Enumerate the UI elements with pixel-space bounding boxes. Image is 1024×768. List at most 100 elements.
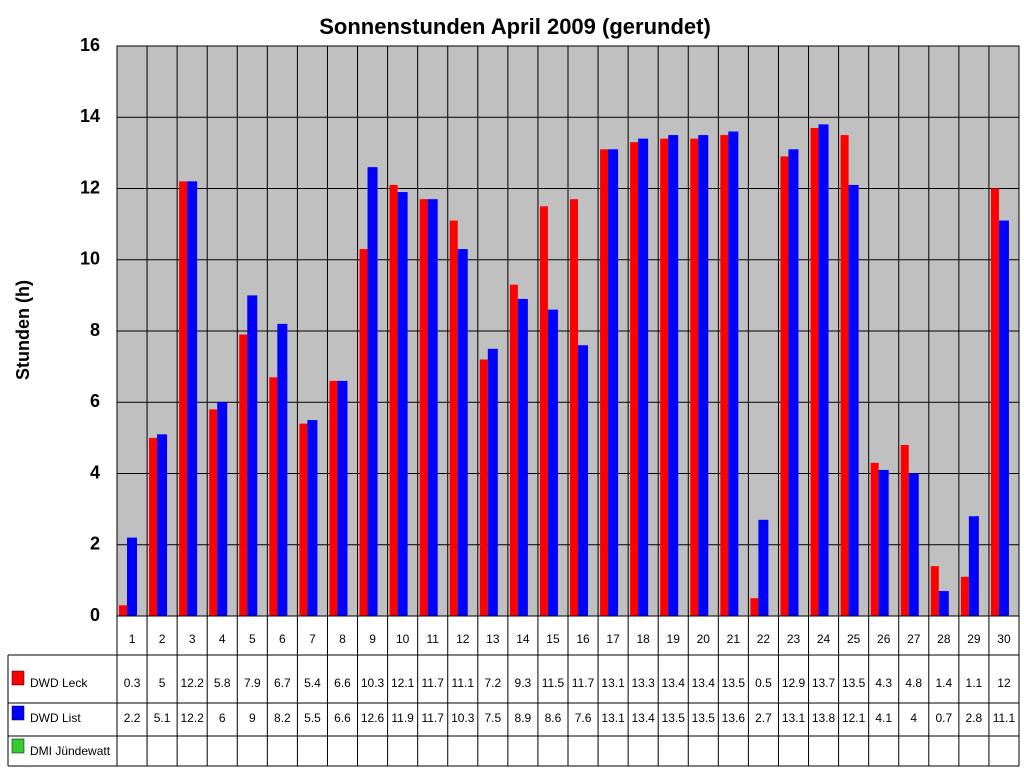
table-value: 11.5 (542, 676, 565, 690)
table-value: 12.9 (782, 676, 806, 690)
x-tick-label: 30 (997, 632, 1011, 646)
table-value: 13.4 (631, 711, 655, 725)
table-value: 11.9 (391, 711, 414, 725)
bar (750, 598, 759, 616)
table-value: 4.8 (905, 676, 922, 690)
x-tick-label: 7 (309, 632, 316, 646)
bar (570, 199, 578, 616)
y-tick-label: 8 (90, 320, 100, 340)
bar (788, 149, 799, 616)
bar (878, 469, 889, 616)
table-value: 12.1 (842, 711, 866, 725)
table-value: 12.2 (180, 676, 204, 690)
table-value: 0.5 (755, 676, 772, 690)
x-tick-label: 22 (757, 632, 771, 646)
x-tick-label: 1 (129, 632, 136, 646)
bar (127, 537, 137, 616)
bar (908, 473, 919, 616)
bar (600, 149, 609, 616)
table-value: 6.7 (274, 676, 291, 690)
bar (509, 284, 518, 616)
table-value: 13.1 (601, 711, 625, 725)
table-value: 10.3 (361, 676, 385, 690)
table-value: 5 (159, 676, 166, 690)
bar (449, 220, 458, 616)
bar (277, 323, 288, 616)
bar (668, 135, 679, 616)
bar (419, 199, 428, 616)
bar (818, 124, 829, 616)
bar (217, 402, 228, 616)
table-value: 7.9 (244, 676, 261, 690)
bar (337, 380, 348, 616)
table-value: 6 (219, 711, 226, 725)
x-tick-label: 20 (697, 632, 711, 646)
x-tick-label: 8 (339, 632, 346, 646)
x-tick-label: 11 (426, 632, 439, 646)
bar (389, 184, 398, 616)
y-axis-label: Stunden (h) (13, 280, 33, 380)
table-value: 8.9 (515, 711, 532, 725)
x-tick-label: 2 (159, 632, 166, 646)
table-value: 7.6 (575, 711, 592, 725)
bar (187, 181, 198, 616)
bar (608, 149, 619, 616)
table-value: 13.4 (692, 676, 716, 690)
x-tick-label: 4 (219, 632, 226, 646)
table-value: 13.7 (812, 676, 836, 690)
y-tick-label: 12 (80, 177, 100, 197)
y-tick-label: 4 (90, 462, 100, 482)
table-value: 2.8 (966, 711, 983, 725)
y-tick-label: 10 (80, 249, 100, 269)
bar (457, 249, 468, 616)
table-value: 13.4 (662, 676, 686, 690)
y-tick-label: 6 (90, 391, 100, 411)
bar (728, 131, 739, 616)
table-value: 6.6 (334, 711, 351, 725)
table-value: 7.5 (484, 711, 501, 725)
bar (119, 605, 127, 616)
bar (638, 138, 649, 616)
table-value: 9 (249, 711, 256, 725)
table-value: 11.7 (572, 676, 595, 690)
bar (329, 380, 338, 616)
legend-label: DWD List (30, 711, 81, 725)
table-value: 12.1 (391, 676, 415, 690)
x-tick-label: 9 (369, 632, 376, 646)
x-tick-label: 28 (937, 632, 951, 646)
legend-label: DMI Jündewatt (30, 744, 111, 758)
x-tick-label: 17 (606, 632, 620, 646)
table-value: 11.7 (421, 711, 444, 725)
x-tick-label: 23 (787, 632, 801, 646)
table-value: 6.6 (334, 676, 351, 690)
table-value: 12 (997, 676, 1011, 690)
x-tick-label: 18 (636, 632, 650, 646)
bar (698, 135, 709, 616)
table-value: 5.5 (304, 711, 321, 725)
table-value: 5.8 (214, 676, 231, 690)
legend-swatch (11, 738, 25, 754)
table-value: 5.1 (154, 711, 171, 725)
table-value: 4.1 (875, 711, 892, 725)
x-tick-label: 27 (907, 632, 921, 646)
x-tick-label: 13 (486, 632, 500, 646)
x-tick-label: 14 (516, 632, 530, 646)
table-value: 0.3 (124, 676, 141, 690)
x-tick-label: 24 (817, 632, 831, 646)
bar (938, 591, 949, 616)
table-value: 13.1 (782, 711, 806, 725)
y-tick-label: 16 (80, 35, 100, 55)
bar (780, 156, 789, 616)
table-value: 13.5 (842, 676, 866, 690)
bar (960, 576, 969, 616)
table-value: 13.1 (601, 676, 625, 690)
x-tick-label: 5 (249, 632, 256, 646)
bar (690, 138, 699, 616)
bar (930, 566, 939, 616)
table-value: 12.6 (361, 711, 385, 725)
chart-title: Sonnenstunden April 2009 (gerundet) (319, 14, 711, 39)
bar (870, 462, 879, 616)
table-value: 13.5 (722, 676, 746, 690)
bar (247, 295, 258, 616)
